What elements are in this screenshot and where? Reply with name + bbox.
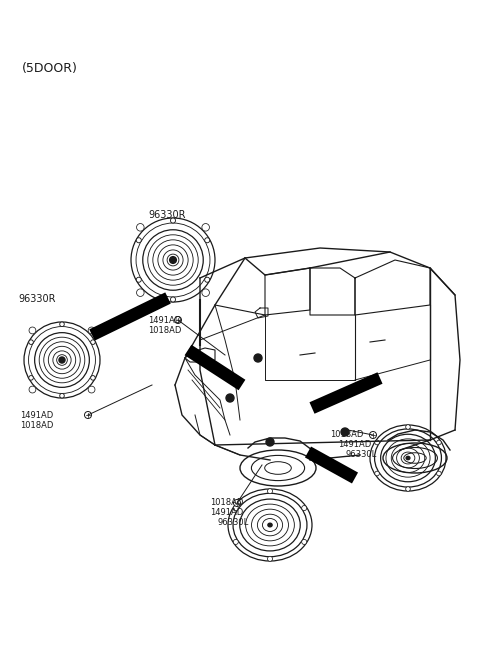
- Circle shape: [341, 428, 349, 436]
- Text: 1491AD: 1491AD: [20, 411, 53, 420]
- Text: 96330R: 96330R: [18, 294, 56, 304]
- Circle shape: [370, 432, 376, 438]
- Circle shape: [29, 340, 33, 344]
- Circle shape: [88, 386, 95, 393]
- Text: 96330L: 96330L: [346, 450, 377, 459]
- Circle shape: [375, 471, 379, 476]
- Text: 1491AD: 1491AD: [338, 440, 371, 449]
- Circle shape: [301, 506, 307, 510]
- Circle shape: [202, 289, 209, 297]
- Circle shape: [136, 237, 141, 243]
- Circle shape: [254, 354, 262, 362]
- Circle shape: [437, 471, 441, 476]
- Text: 96330L: 96330L: [218, 518, 249, 527]
- Circle shape: [233, 506, 239, 510]
- Text: 1018AD: 1018AD: [20, 421, 53, 430]
- Circle shape: [301, 539, 307, 544]
- Circle shape: [170, 297, 176, 302]
- Circle shape: [204, 237, 210, 243]
- Circle shape: [136, 289, 144, 297]
- Circle shape: [29, 327, 36, 334]
- Circle shape: [29, 386, 36, 393]
- Circle shape: [88, 327, 95, 334]
- Circle shape: [91, 340, 95, 344]
- Circle shape: [175, 316, 181, 323]
- Circle shape: [226, 394, 234, 402]
- Circle shape: [60, 394, 64, 398]
- Circle shape: [60, 322, 64, 327]
- Circle shape: [169, 256, 176, 263]
- Text: 1018AD: 1018AD: [330, 430, 363, 439]
- Circle shape: [170, 218, 176, 223]
- Circle shape: [233, 499, 240, 506]
- Circle shape: [406, 424, 410, 429]
- Circle shape: [267, 489, 273, 494]
- Circle shape: [136, 224, 144, 231]
- Circle shape: [91, 376, 95, 380]
- Ellipse shape: [406, 457, 410, 460]
- Circle shape: [29, 376, 33, 380]
- Circle shape: [406, 487, 410, 491]
- Text: 96330R: 96330R: [148, 210, 185, 220]
- Circle shape: [204, 277, 210, 282]
- Circle shape: [375, 440, 379, 445]
- Circle shape: [233, 539, 239, 544]
- Text: 1018AD: 1018AD: [148, 326, 181, 335]
- Circle shape: [267, 556, 273, 562]
- Circle shape: [437, 440, 441, 445]
- Text: 1018AD: 1018AD: [210, 498, 243, 507]
- Circle shape: [84, 411, 92, 419]
- Circle shape: [202, 224, 209, 231]
- Circle shape: [136, 277, 141, 282]
- Circle shape: [59, 357, 65, 363]
- Text: 1491AD: 1491AD: [148, 316, 181, 325]
- Text: 1491AD: 1491AD: [210, 508, 243, 517]
- Ellipse shape: [268, 523, 272, 527]
- Circle shape: [266, 438, 274, 446]
- Text: (5DOOR): (5DOOR): [22, 62, 78, 75]
